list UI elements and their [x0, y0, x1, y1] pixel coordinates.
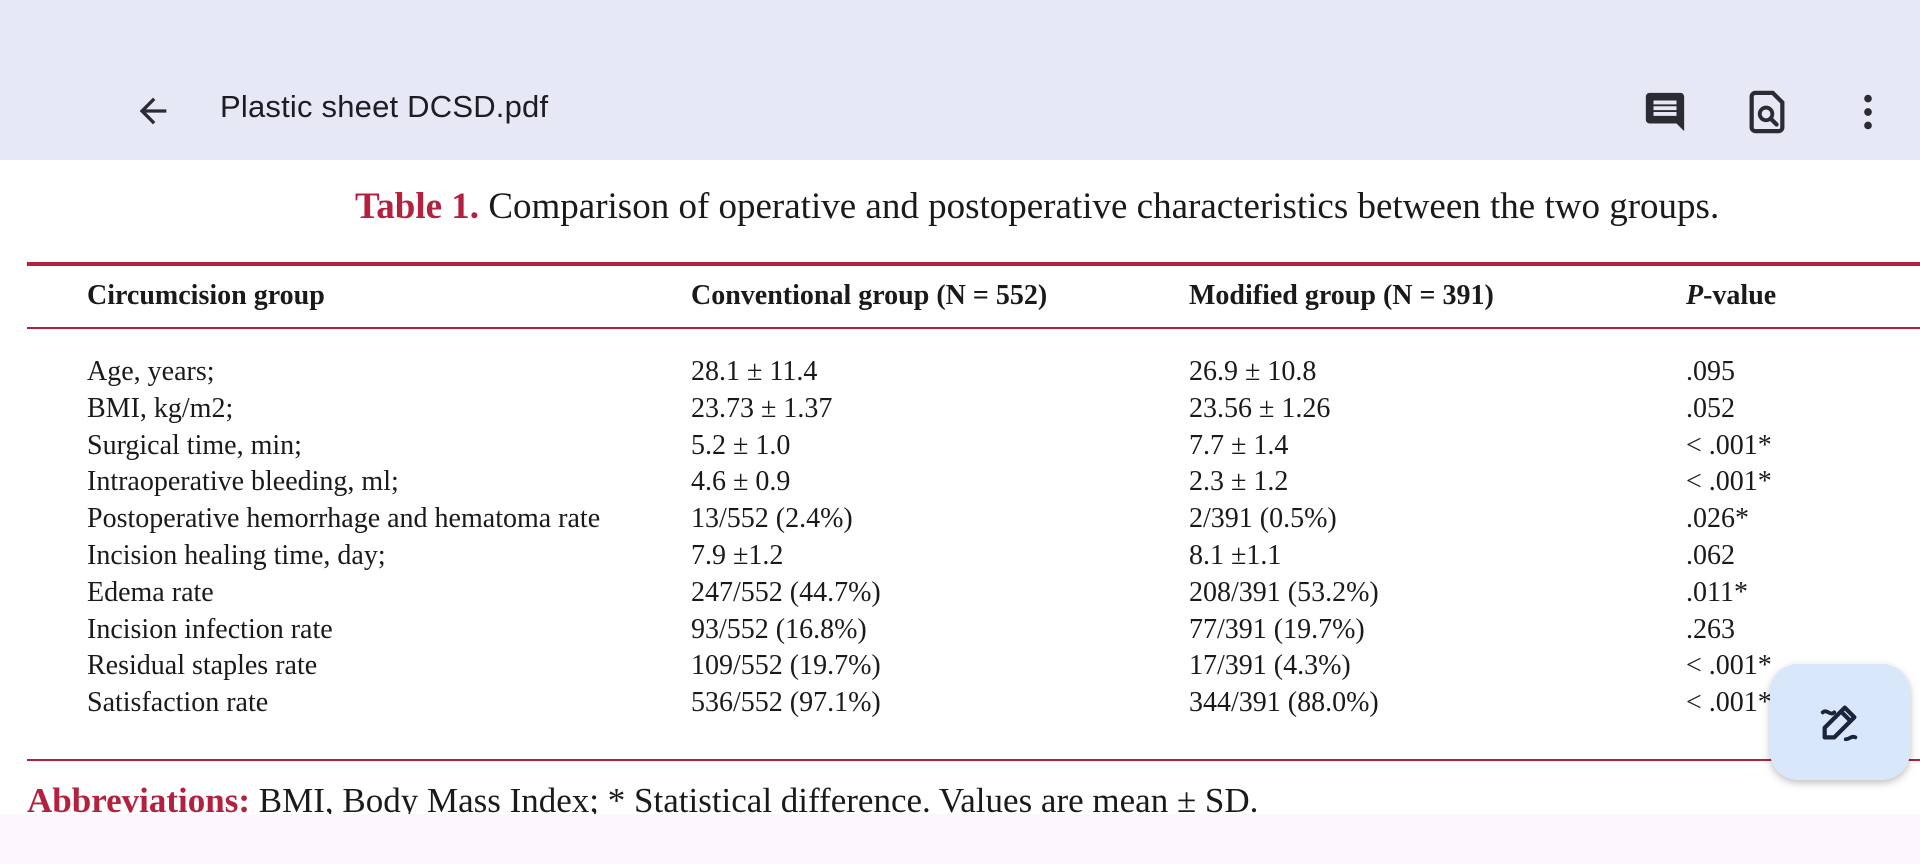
- row-conventional: 13/552 (2.4%): [691, 503, 853, 535]
- row-label: Edema rate: [87, 576, 214, 608]
- header-conventional: Conventional group (N = 552): [691, 280, 1048, 311]
- row-label: Surgical time, min;: [87, 429, 302, 461]
- table-caption: Table 1. Comparison of operative and pos…: [355, 185, 1719, 228]
- row-p-value: .052: [1686, 392, 1735, 424]
- table-body: Age, years; 28.1 ± 11.4 26.9 ± 10.8 .095…: [0, 354, 1920, 722]
- table-row: Residual staples rate 109/552 (19.7%) 17…: [0, 648, 1920, 685]
- more-options-button[interactable]: [1840, 84, 1896, 140]
- row-p-value: .026*: [1686, 503, 1749, 535]
- row-p-value: .011*: [1686, 576, 1748, 608]
- row-modified: 26.9 ± 10.8: [1189, 356, 1317, 387]
- caption-lead: Table 1.: [355, 186, 480, 227]
- table-row: BMI, kg/m2; 23.73 ± 1.37 23.56 ± 1.26 .0…: [0, 391, 1920, 428]
- row-modified: 344/391 (88.0%): [1189, 687, 1379, 719]
- row-p-value: < .001*: [1686, 429, 1772, 461]
- row-p-value: .095: [1686, 356, 1735, 387]
- row-conventional: 109/552 (19.7%): [691, 650, 881, 682]
- row-p-value: < .001*: [1686, 687, 1772, 719]
- table-row: Postoperative hemorrhage and hematoma ra…: [0, 501, 1920, 538]
- row-conventional: 5.2 ± 1.0: [691, 429, 791, 461]
- caption-text: Comparison of operative and postoperativ…: [479, 186, 1720, 227]
- search-document-icon: [1749, 90, 1785, 134]
- table-row: Surgical time, min; 5.2 ± 1.0 7.7 ± 1.4 …: [0, 428, 1920, 465]
- header-p-italic: P: [1686, 280, 1704, 311]
- row-conventional: 93/552 (16.8%): [691, 613, 867, 645]
- row-p-value: < .001*: [1686, 466, 1772, 498]
- table-header-rule: [27, 327, 1920, 329]
- row-label: Intraoperative bleeding, ml;: [87, 466, 399, 498]
- row-p-value: < .001*: [1686, 650, 1772, 682]
- row-modified: 23.56 ± 1.26: [1189, 392, 1331, 424]
- comments-button[interactable]: [1637, 84, 1693, 140]
- table-row: Incision infection rate 93/552 (16.8%) 7…: [0, 612, 1920, 649]
- row-conventional: 7.9 ±1.2: [691, 539, 784, 571]
- row-label: BMI, kg/m2;: [87, 392, 234, 424]
- header-p-value: P-value: [1686, 280, 1776, 312]
- row-modified: 2/391 (0.5%): [1189, 503, 1337, 535]
- table-row: Satisfaction rate 536/552 (97.1%) 344/39…: [0, 685, 1920, 722]
- row-conventional: 28.1 ± 11.4: [691, 356, 818, 387]
- header-modified: Modified group (N = 391): [1189, 280, 1494, 311]
- row-p-value: .263: [1686, 613, 1735, 645]
- row-modified: 17/391 (4.3%): [1189, 650, 1351, 682]
- abbreviations-lead: Abbreviations:: [27, 781, 250, 814]
- row-conventional: 4.6 ± 0.9: [691, 466, 791, 498]
- row-modified: 8.1 ±1.1: [1189, 539, 1282, 571]
- table-bottom-rule: [27, 759, 1920, 761]
- table-row: Incision healing time, day; 7.9 ±1.2 8.1…: [0, 538, 1920, 575]
- row-modified: 7.7 ± 1.4: [1189, 429, 1289, 461]
- table-top-rule: [27, 262, 1920, 266]
- row-conventional: 23.73 ± 1.37: [691, 392, 833, 424]
- table-row: Intraoperative bleeding, ml; 4.6 ± 0.9 2…: [0, 464, 1920, 501]
- bottom-bar: [0, 814, 1920, 864]
- back-button[interactable]: [128, 86, 178, 136]
- table-row: Age, years; 28.1 ± 11.4 26.9 ± 10.8 .095: [0, 354, 1920, 391]
- row-label: Satisfaction rate: [87, 687, 269, 719]
- more-vert-icon: [1864, 94, 1872, 130]
- row-label: Incision infection rate: [87, 613, 333, 645]
- row-label: Incision healing time, day;: [87, 539, 386, 571]
- comment-icon: [1645, 92, 1685, 132]
- edit-annotate-icon: [1820, 705, 1858, 742]
- app-bar: Plastic sheet DCSD.pdf: [0, 0, 1920, 160]
- row-label: Age, years;: [87, 356, 215, 387]
- row-conventional: 536/552 (97.1%): [691, 687, 881, 719]
- header-p-rest: -value: [1703, 280, 1777, 311]
- row-conventional: 247/552 (44.7%): [691, 576, 881, 608]
- abbreviations-text: BMI, Body Mass Index; * Statistical diff…: [250, 781, 1259, 814]
- row-p-value: .062: [1686, 539, 1735, 571]
- row-label: Postoperative hemorrhage and hematoma ra…: [87, 503, 601, 535]
- table-row: Edema rate 247/552 (44.7%) 208/391 (53.2…: [0, 575, 1920, 612]
- row-modified: 2.3 ± 1.2: [1189, 466, 1289, 498]
- pdf-page[interactable]: Table 1. Comparison of operative and pos…: [0, 160, 1920, 814]
- find-in-document-button[interactable]: [1739, 84, 1795, 140]
- header-group: Circumcision group: [87, 280, 325, 311]
- row-label: Residual staples rate: [87, 650, 318, 682]
- document-title: Plastic sheet DCSD.pdf: [220, 89, 549, 124]
- row-modified: 208/391 (53.2%): [1189, 576, 1379, 608]
- arrow-back-icon: [139, 97, 167, 125]
- abbreviations-note: Abbreviations: BMI, Body Mass Index; * S…: [27, 781, 1258, 814]
- annotate-fab[interactable]: [1770, 664, 1910, 780]
- row-modified: 77/391 (19.7%): [1189, 613, 1365, 645]
